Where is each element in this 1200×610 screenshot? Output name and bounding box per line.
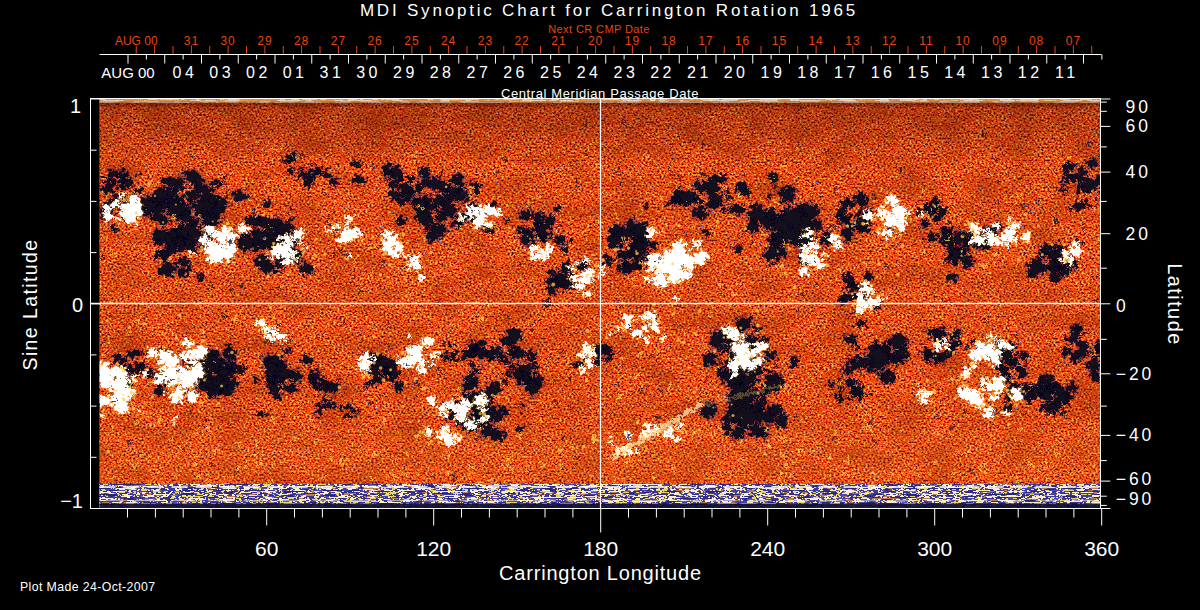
svg-text:Carrington Longitude: Carrington Longitude — [499, 562, 702, 584]
svg-text:15: 15 — [908, 64, 933, 81]
svg-text:28: 28 — [430, 64, 455, 81]
svg-text:−60: −60 — [1116, 469, 1155, 489]
svg-text:19: 19 — [761, 64, 786, 81]
svg-text:12: 12 — [1018, 64, 1043, 81]
svg-text:27: 27 — [331, 34, 346, 48]
svg-text:0: 0 — [72, 294, 83, 316]
svg-text:31: 31 — [320, 64, 345, 81]
svg-text:60: 60 — [255, 537, 278, 560]
svg-text:300: 300 — [917, 537, 952, 560]
svg-text:29: 29 — [393, 64, 418, 81]
svg-text:03: 03 — [209, 64, 234, 81]
svg-text:30: 30 — [220, 34, 235, 48]
svg-text:19: 19 — [625, 34, 640, 48]
svg-text:09: 09 — [992, 34, 1007, 48]
svg-text:17: 17 — [698, 34, 713, 48]
svg-text:−40: −40 — [1116, 425, 1155, 445]
svg-text:Sine Latitude: Sine Latitude — [19, 238, 41, 370]
svg-text:1: 1 — [70, 95, 81, 117]
svg-text:15: 15 — [772, 34, 787, 48]
svg-text:20: 20 — [588, 34, 603, 48]
svg-text:20: 20 — [1126, 224, 1151, 244]
svg-text:25: 25 — [404, 34, 419, 48]
svg-text:16: 16 — [871, 64, 896, 81]
svg-text:29: 29 — [257, 34, 272, 48]
svg-text:02: 02 — [246, 64, 271, 81]
svg-text:−20: −20 — [1116, 364, 1155, 384]
svg-text:17: 17 — [834, 64, 859, 81]
svg-text:18: 18 — [661, 34, 676, 48]
svg-text:360: 360 — [1084, 537, 1119, 560]
svg-text:16: 16 — [735, 34, 750, 48]
svg-text:27: 27 — [467, 64, 492, 81]
svg-text:AUG 00: AUG 00 — [101, 64, 154, 81]
svg-text:07: 07 — [1066, 34, 1081, 48]
svg-text:30: 30 — [356, 64, 381, 81]
svg-text:Central Meridian Passage Date: Central Meridian Passage Date — [501, 86, 699, 101]
svg-text:60: 60 — [1126, 116, 1151, 136]
svg-text:14: 14 — [944, 64, 969, 81]
svg-text:0: 0 — [1116, 296, 1129, 316]
svg-text:11: 11 — [919, 34, 933, 48]
svg-text:10: 10 — [955, 34, 970, 48]
svg-text:MDI Synoptic Chart for Carring: MDI Synoptic Chart for Carrington Rotati… — [360, 1, 858, 20]
svg-text:90: 90 — [1126, 97, 1151, 117]
svg-text:240: 240 — [750, 537, 785, 560]
svg-text:24: 24 — [441, 34, 456, 48]
svg-text:21: 21 — [687, 64, 712, 81]
svg-text:26: 26 — [367, 34, 382, 48]
svg-text:25: 25 — [540, 64, 565, 81]
svg-text:−1: −1 — [60, 490, 83, 512]
svg-text:21: 21 — [551, 34, 566, 48]
svg-text:26: 26 — [503, 64, 528, 81]
svg-text:AUG 00: AUG 00 — [115, 34, 158, 48]
svg-text:20: 20 — [724, 64, 749, 81]
svg-text:23: 23 — [614, 64, 639, 81]
svg-text:13: 13 — [845, 34, 860, 48]
svg-text:−90: −90 — [1116, 489, 1155, 509]
svg-text:40: 40 — [1126, 162, 1151, 182]
svg-text:Latitude: Latitude — [1164, 263, 1186, 345]
svg-text:23: 23 — [478, 34, 493, 48]
svg-text:Plot Made 24-Oct-2007: Plot Made 24-Oct-2007 — [20, 580, 156, 594]
svg-text:12: 12 — [882, 34, 897, 48]
svg-text:28: 28 — [294, 34, 309, 48]
svg-text:13: 13 — [981, 64, 1006, 81]
svg-text:22: 22 — [650, 64, 675, 81]
svg-text:08: 08 — [1029, 34, 1044, 48]
svg-text:18: 18 — [797, 64, 822, 81]
svg-text:180: 180 — [583, 537, 618, 560]
svg-text:22: 22 — [514, 34, 529, 48]
svg-text:120: 120 — [416, 537, 451, 560]
svg-text:14: 14 — [808, 34, 823, 48]
svg-text:24: 24 — [577, 64, 602, 81]
svg-text:31: 31 — [184, 34, 199, 48]
svg-text:11: 11 — [1055, 64, 1079, 81]
svg-text:01: 01 — [283, 64, 308, 81]
svg-text:04: 04 — [173, 64, 198, 81]
